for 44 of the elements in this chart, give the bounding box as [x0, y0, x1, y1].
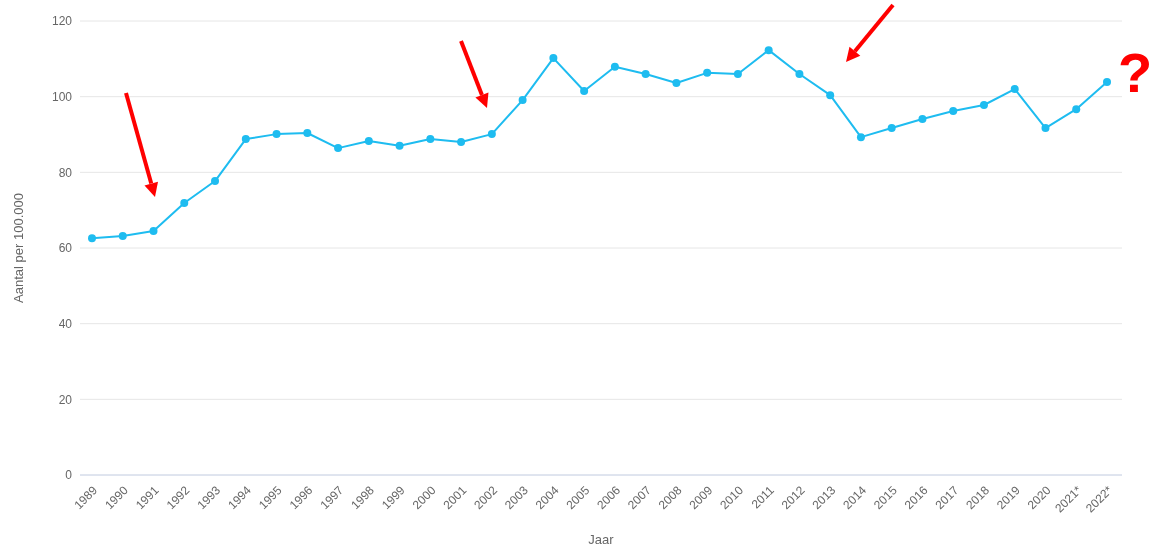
point: [1103, 77, 1111, 86]
point: [764, 46, 773, 55]
point: [149, 226, 158, 235]
annotation: ?: [1117, 41, 1152, 104]
point: [795, 69, 804, 78]
point: [580, 86, 589, 95]
point: [334, 144, 343, 153]
point: [949, 107, 958, 116]
y-tick-label: 0: [65, 468, 73, 483]
point: [549, 54, 558, 63]
point: [979, 100, 988, 109]
point: [1041, 124, 1050, 133]
point: [303, 128, 312, 137]
point: [426, 135, 435, 144]
point: [241, 135, 250, 144]
point: [211, 177, 220, 186]
y-tick-label: 60: [58, 241, 73, 256]
point: [118, 231, 127, 240]
point: [272, 130, 281, 139]
point: [856, 133, 865, 142]
point: [364, 136, 373, 145]
point: [1072, 105, 1081, 114]
point: [641, 69, 650, 78]
point: [457, 138, 466, 147]
point: [610, 62, 619, 71]
point: [703, 68, 712, 77]
point: [918, 114, 927, 123]
point: [180, 198, 189, 207]
point: [733, 69, 742, 78]
y-tick-label: 80: [58, 165, 73, 180]
x-axis-title: Jaar: [588, 532, 615, 544]
point: [887, 124, 896, 133]
point: [826, 91, 835, 100]
y-axis-title: Aantal per 100.000: [10, 193, 26, 303]
point: [487, 130, 496, 139]
y-tick-label: 100: [51, 89, 73, 104]
y-tick-label: 20: [58, 392, 73, 407]
y-tick-label: 120: [51, 14, 73, 29]
point: [88, 234, 96, 243]
point: [518, 96, 527, 105]
y-tick-label: 40: [58, 316, 73, 331]
point: [395, 141, 404, 150]
point: [1010, 85, 1019, 94]
point: [672, 79, 681, 88]
